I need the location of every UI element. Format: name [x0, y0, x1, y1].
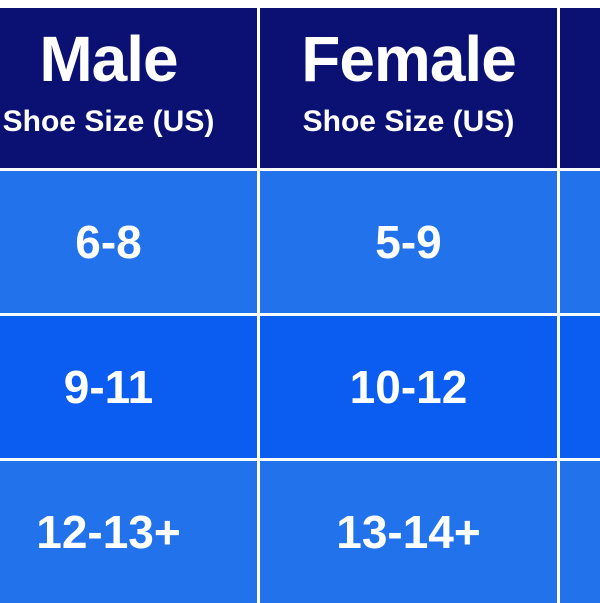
cell-female-size-1: 5-9 [260, 168, 560, 313]
cell-male-size-1: 6-8 [0, 168, 260, 313]
shoe-size-table: Male Shoe Size (US) Female Shoe Size (US… [0, 8, 600, 603]
table-header-row: Male Shoe Size (US) Female Shoe Size (US… [0, 8, 600, 168]
header-subtitle-female: Shoe Size (US) [302, 104, 515, 138]
cell-overflow-1 [560, 168, 600, 313]
header-cell-female: Female Shoe Size (US) [260, 8, 560, 168]
header-subtitle-male: Shoe Size (US) [2, 104, 215, 138]
cell-female-size-2: 10-12 [260, 313, 560, 458]
cell-female-size-3: 13-14+ [260, 458, 560, 603]
header-title-female: Female [301, 23, 517, 96]
cell-overflow-3 [560, 458, 600, 603]
table-row: 12-13+ 13-14+ [0, 458, 600, 603]
header-title-male: Male [39, 23, 178, 96]
table-row: 6-8 5-9 [0, 168, 600, 313]
header-cell-male: Male Shoe Size (US) [0, 8, 260, 168]
header-cell-overflow [560, 8, 600, 168]
cell-overflow-2 [560, 313, 600, 458]
cell-male-size-2: 9-11 [0, 313, 260, 458]
cell-male-size-3: 12-13+ [0, 458, 260, 603]
table-row: 9-11 10-12 [0, 313, 600, 458]
